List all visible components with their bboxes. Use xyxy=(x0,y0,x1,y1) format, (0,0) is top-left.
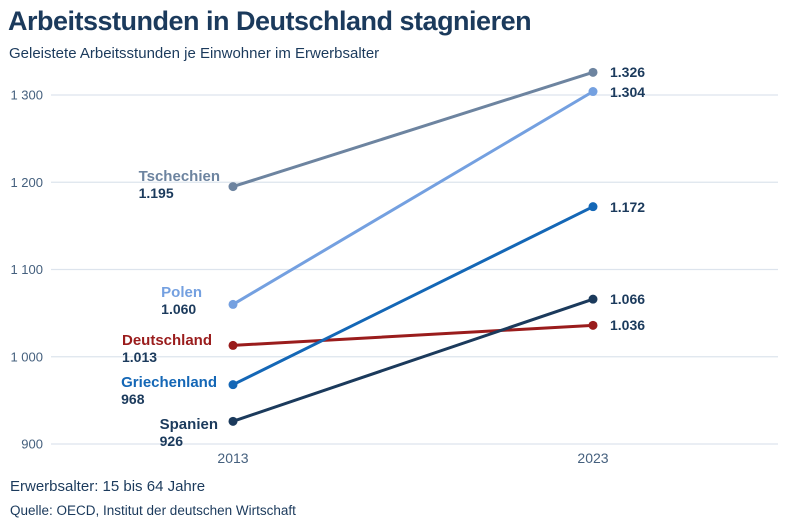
point-2013-griechenland xyxy=(228,380,238,390)
point-2023-tschechien xyxy=(588,67,598,77)
point-2023-deutschland xyxy=(588,320,598,330)
point-2013-tschechien xyxy=(228,182,238,192)
slope-chart: 900 1 000 1 100 1 200 1 300 2013 2023 Tschechi… xyxy=(0,62,786,474)
ytick-label-1000: 1 000 xyxy=(10,349,43,364)
series-name-polen: Polen xyxy=(161,284,202,302)
series-value-2013-polen: 1.060 xyxy=(161,301,197,318)
ytick-label-1100: 1 100 xyxy=(10,262,43,277)
line-series-spanien xyxy=(231,297,595,423)
source-attribution: Quelle: OECD, Institut der deutschen Wir… xyxy=(10,503,296,518)
series-value-2023-polen: 1.304 xyxy=(610,83,646,100)
series-label-spanien: Spanien 926 xyxy=(160,417,218,450)
point-2013-deutschland xyxy=(228,340,238,350)
line-series-deutschland xyxy=(231,323,595,347)
point-2013-spanien xyxy=(228,416,238,426)
series-label-griechenland: Griechenland 968 xyxy=(121,373,217,408)
page-subtitle: Geleistete Arbeitsstunden je Einwohner i… xyxy=(9,45,380,62)
line-series-polen xyxy=(231,90,595,306)
line-series-tschechien xyxy=(231,70,595,189)
series-label-polen: Polen 1.060 xyxy=(161,285,202,318)
xtick-label-2023: 2023 xyxy=(577,450,608,466)
ytick-label-900: 900 xyxy=(21,437,43,452)
series-label-deutschland: Deutschland 1.013 xyxy=(122,333,212,366)
series-value-2023-deutschland: 1.036 xyxy=(610,317,646,334)
series-value-2023-griechenland: 1.172 xyxy=(610,198,646,215)
point-2013-polen xyxy=(228,299,238,309)
series-value-2013-griechenland: 968 xyxy=(121,390,145,407)
series-value-2013-spanien: 926 xyxy=(159,433,183,450)
series-label-tschechien: Tschechien 1.195 xyxy=(138,167,220,202)
line-series-griechenland xyxy=(231,205,595,387)
point-2023-griechenland xyxy=(588,202,598,212)
series-value-2023-tschechien: 1.326 xyxy=(610,64,646,81)
ytick-label-1300: 1 300 xyxy=(10,88,43,103)
point-2023-spanien xyxy=(588,294,598,304)
series-value-2013-deutschland: 1.013 xyxy=(121,349,158,366)
ytick-label-1200: 1 200 xyxy=(10,175,43,190)
point-2023-polen xyxy=(588,87,598,97)
footnote-age-range: Erwerbsalter: 15 bis 64 Jahre xyxy=(10,478,206,495)
page-title: Arbeitsstunden in Deutschland stagnieren xyxy=(8,6,532,36)
series-value-2023-spanien: 1.066 xyxy=(610,291,646,308)
series-name-deutschland: Deutschland xyxy=(121,332,212,350)
xtick-label-2013: 2013 xyxy=(217,450,248,466)
series-value-2013-tschechien: 1.195 xyxy=(138,184,174,201)
series-name-griechenland: Griechenland xyxy=(121,373,217,391)
slope-chart-svg: 900 1 000 1 100 1 200 1 300 2013 2023 xyxy=(10,67,778,466)
series-name-tschechien: Tschechien xyxy=(138,167,220,185)
series-name-spanien: Spanien xyxy=(159,416,218,434)
